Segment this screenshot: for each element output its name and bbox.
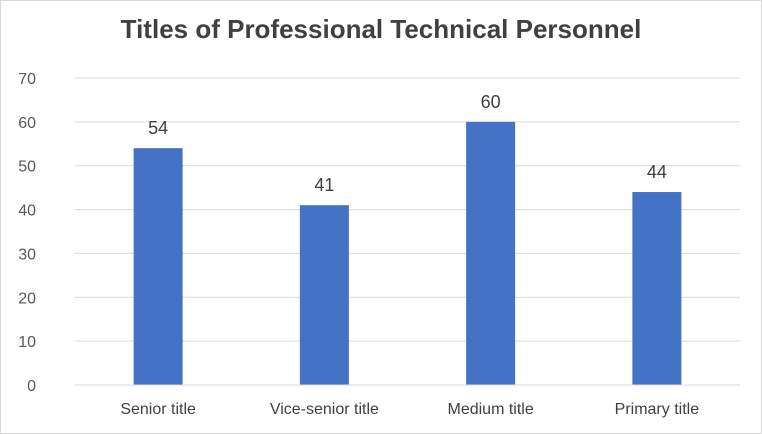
gridlines xyxy=(75,77,740,342)
chart-title: Titles of Professional Technical Personn… xyxy=(120,14,642,44)
bar xyxy=(466,121,516,385)
x-category-label: Vice-senior title xyxy=(270,401,379,418)
bars xyxy=(133,121,682,385)
data-label: 41 xyxy=(314,175,334,195)
y-axis-ticks: 0 10 20 30 40 50 60 70 xyxy=(18,71,36,395)
y-tick-label: 30 xyxy=(18,246,36,263)
data-labels: 54 41 60 44 xyxy=(148,92,667,195)
y-tick-label: 60 xyxy=(18,115,36,132)
y-tick-label: 50 xyxy=(18,159,36,176)
y-tick-label: 70 xyxy=(18,71,36,88)
x-axis-categories: Senior title Vice-senior title Medium titl… xyxy=(120,401,699,418)
data-label: 44 xyxy=(647,162,667,182)
y-tick-label: 40 xyxy=(18,203,36,220)
bar xyxy=(632,192,682,385)
y-tick-label: 0 xyxy=(27,378,36,395)
x-category-label: Senior title xyxy=(120,401,196,418)
x-category-label: Medium title xyxy=(448,401,534,418)
bar xyxy=(133,148,183,385)
x-category-label: Primary title xyxy=(615,401,700,418)
data-label: 60 xyxy=(481,92,501,112)
y-tick-label: 10 xyxy=(18,334,36,351)
bar xyxy=(299,205,349,385)
y-tick-label: 20 xyxy=(18,290,36,307)
data-label: 54 xyxy=(148,118,168,138)
